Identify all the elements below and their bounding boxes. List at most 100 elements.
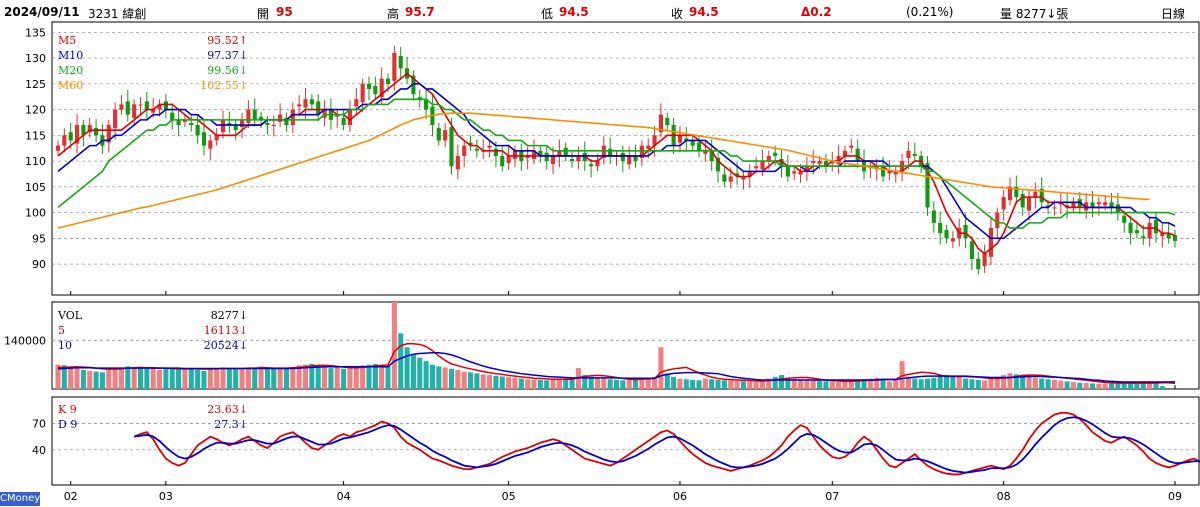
- legend-name: D 9: [58, 418, 77, 431]
- volume-bar: [271, 368, 277, 389]
- candle-body: [544, 152, 549, 162]
- candle-body: [360, 83, 365, 103]
- candle-body: [1141, 236, 1146, 239]
- volume-bar: [404, 347, 410, 389]
- candle-body: [417, 97, 422, 100]
- volume-bar: [353, 367, 359, 389]
- candle-body: [627, 155, 632, 165]
- volume-bar: [87, 370, 93, 389]
- volume-bar: [683, 379, 689, 389]
- x-tick-label: 07: [825, 490, 839, 503]
- candle-body: [233, 125, 238, 131]
- volume-bar: [423, 361, 429, 389]
- volume-bar: [531, 379, 537, 389]
- candle-body: [132, 104, 137, 118]
- candle-body: [1001, 197, 1006, 210]
- volume-bar: [759, 380, 766, 389]
- volume-bar: [1128, 383, 1134, 389]
- legend-value: 20524↓: [204, 339, 248, 352]
- candle-body: [842, 150, 848, 156]
- candle-body: [906, 150, 911, 158]
- volume-bar: [417, 357, 423, 389]
- volume-bar: [747, 381, 753, 389]
- candle-body: [976, 258, 981, 270]
- candle-body: [443, 130, 448, 141]
- volume-bar: [620, 380, 626, 389]
- candle-body: [119, 104, 124, 110]
- volume-bar: [74, 368, 80, 389]
- volume-bar: [880, 380, 886, 389]
- candle-body: [925, 163, 930, 208]
- candle-body: [747, 171, 752, 177]
- candle-body: [214, 135, 219, 141]
- change-percent: (0.21%): [906, 5, 954, 19]
- volume-bar: [315, 365, 321, 389]
- volume-bar: [1089, 383, 1096, 389]
- y-tick-label: 140000: [4, 334, 46, 347]
- y-tick-label: 115: [25, 129, 46, 142]
- volume-bar: [258, 366, 264, 389]
- change-value: Δ0.2: [801, 5, 832, 19]
- candle-body: [455, 155, 460, 170]
- volume-bar: [1077, 382, 1083, 389]
- candle-body: [201, 132, 207, 146]
- candle-body: [576, 155, 581, 162]
- candle-body: [931, 210, 936, 223]
- candle-body: [538, 150, 543, 156]
- volume-bar: [1045, 379, 1051, 389]
- candle-body: [62, 135, 67, 146]
- volume-bar: [1102, 383, 1108, 389]
- y-tick-label: 130: [25, 52, 46, 65]
- volume-bar: [55, 364, 61, 389]
- candle-body: [271, 125, 276, 127]
- panel-frame: [51, 396, 1200, 486]
- candle-body: [1039, 188, 1044, 203]
- volume-bar: [283, 368, 290, 389]
- candle-body: [633, 155, 638, 162]
- volume-bar: [1070, 382, 1076, 389]
- volume-bar: [214, 368, 220, 389]
- volume-bar: [207, 368, 213, 389]
- volume-bar: [448, 368, 455, 389]
- volume-bar: [886, 381, 892, 389]
- volume-bar: [982, 380, 988, 389]
- candle-body: [1134, 230, 1139, 234]
- candle-body: [677, 135, 683, 143]
- volume-bar: [474, 373, 480, 389]
- volume-bar: [1007, 373, 1013, 389]
- legend-name: M10: [58, 49, 83, 62]
- volume-bar: [252, 367, 258, 389]
- candle-body: [1160, 233, 1165, 237]
- volume-bar: [728, 380, 734, 389]
- legend-name: M20: [58, 64, 83, 77]
- candle-body: [138, 104, 143, 106]
- volume-bar: [372, 363, 378, 389]
- kd-line-k9: [133, 411, 1200, 476]
- candle-body: [354, 99, 359, 107]
- candle-body: [823, 161, 829, 167]
- volume-bar: [309, 363, 315, 389]
- volume-bar: [594, 377, 600, 389]
- volume-bar: [296, 365, 302, 389]
- candle-body: [1033, 191, 1038, 198]
- candle-body: [125, 101, 130, 115]
- x-tick-label: 04: [337, 490, 351, 503]
- volume-bar: [721, 380, 727, 389]
- candle-body: [157, 104, 162, 110]
- candle-body: [259, 116, 264, 120]
- volume-bar: [1147, 382, 1153, 389]
- volume-bar: [385, 366, 391, 389]
- volume-bar: [709, 379, 715, 389]
- period-label: 日線: [1161, 7, 1186, 21]
- kd-line-d9: [134, 416, 1200, 474]
- candle-body: [792, 171, 797, 174]
- candle-body: [309, 99, 314, 105]
- candle-body: [284, 117, 289, 126]
- volume-bar: [582, 375, 588, 389]
- volume-bar: [569, 378, 575, 389]
- candle-body: [436, 128, 441, 141]
- candle-body: [1014, 186, 1019, 198]
- volume-bar: [1039, 378, 1045, 389]
- candle-body: [620, 152, 625, 162]
